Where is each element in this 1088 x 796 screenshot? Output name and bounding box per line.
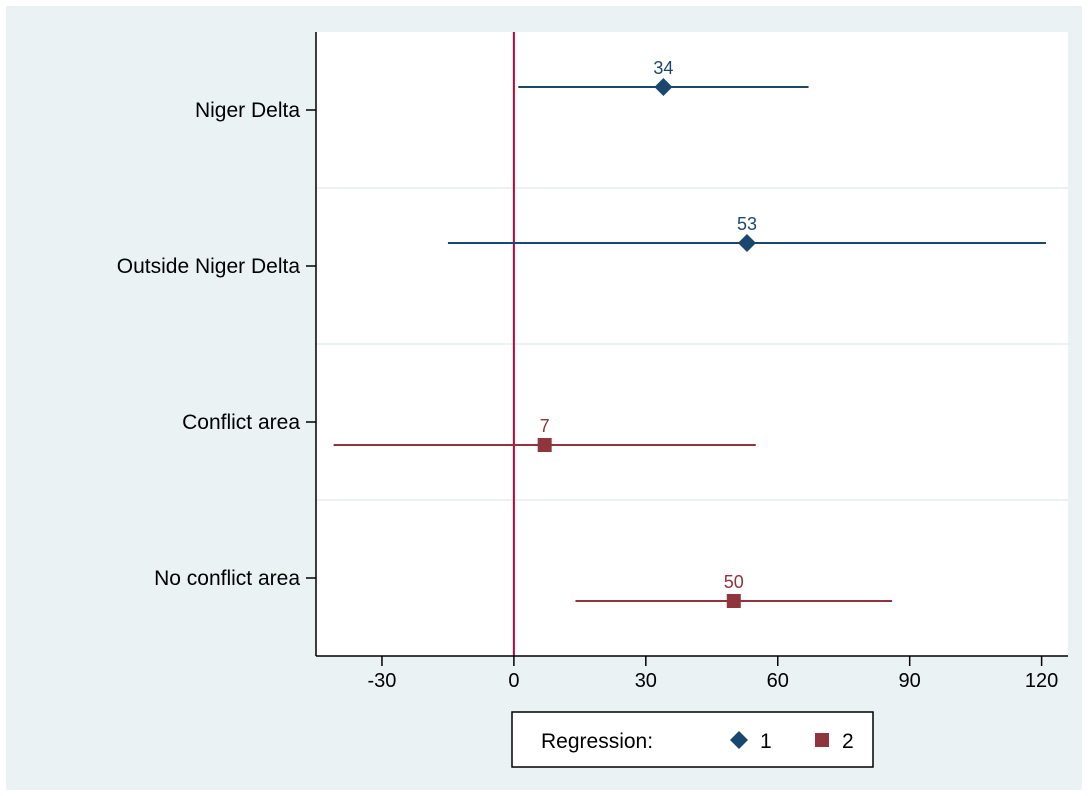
axes: -30 0 30 60 90 120 Niger Delta Outside Niger De… bbox=[117, 32, 1068, 692]
x-tick-label: 0 bbox=[508, 670, 519, 692]
legend-title: Regression: bbox=[541, 730, 653, 753]
data-label: 34 bbox=[653, 58, 673, 78]
x-tick-label: 90 bbox=[899, 670, 921, 692]
legend-marker-1 bbox=[730, 731, 748, 749]
estimate-point bbox=[654, 78, 673, 96]
data-label: 50 bbox=[724, 572, 744, 592]
legend-box bbox=[511, 711, 874, 768]
chart-marks: 34 53 7 50 bbox=[333, 58, 1047, 608]
legend-label-1: 1 bbox=[760, 730, 772, 753]
x-tick-label: 60 bbox=[767, 670, 789, 692]
data-label: 7 bbox=[540, 416, 550, 436]
estimate-point bbox=[537, 438, 552, 452]
y-tick-label: Outside Niger Delta bbox=[117, 255, 301, 278]
legend-marker-2 bbox=[815, 733, 829, 747]
y-tick-label: No conflict area bbox=[154, 567, 300, 590]
legend-label-2: 2 bbox=[842, 730, 854, 753]
x-tick-label: 120 bbox=[1025, 670, 1058, 692]
data-label: 53 bbox=[737, 214, 757, 234]
y-tick-label: Niger Delta bbox=[195, 99, 300, 122]
grid-lines bbox=[316, 187, 1068, 501]
estimate-point bbox=[726, 594, 741, 608]
y-tick-label: Conflict area bbox=[182, 411, 300, 434]
estimate-point bbox=[737, 234, 756, 252]
x-tick-label: -30 bbox=[368, 670, 397, 692]
x-tick-label: 30 bbox=[635, 670, 657, 692]
legend: Regression: 1 2 bbox=[511, 711, 874, 768]
